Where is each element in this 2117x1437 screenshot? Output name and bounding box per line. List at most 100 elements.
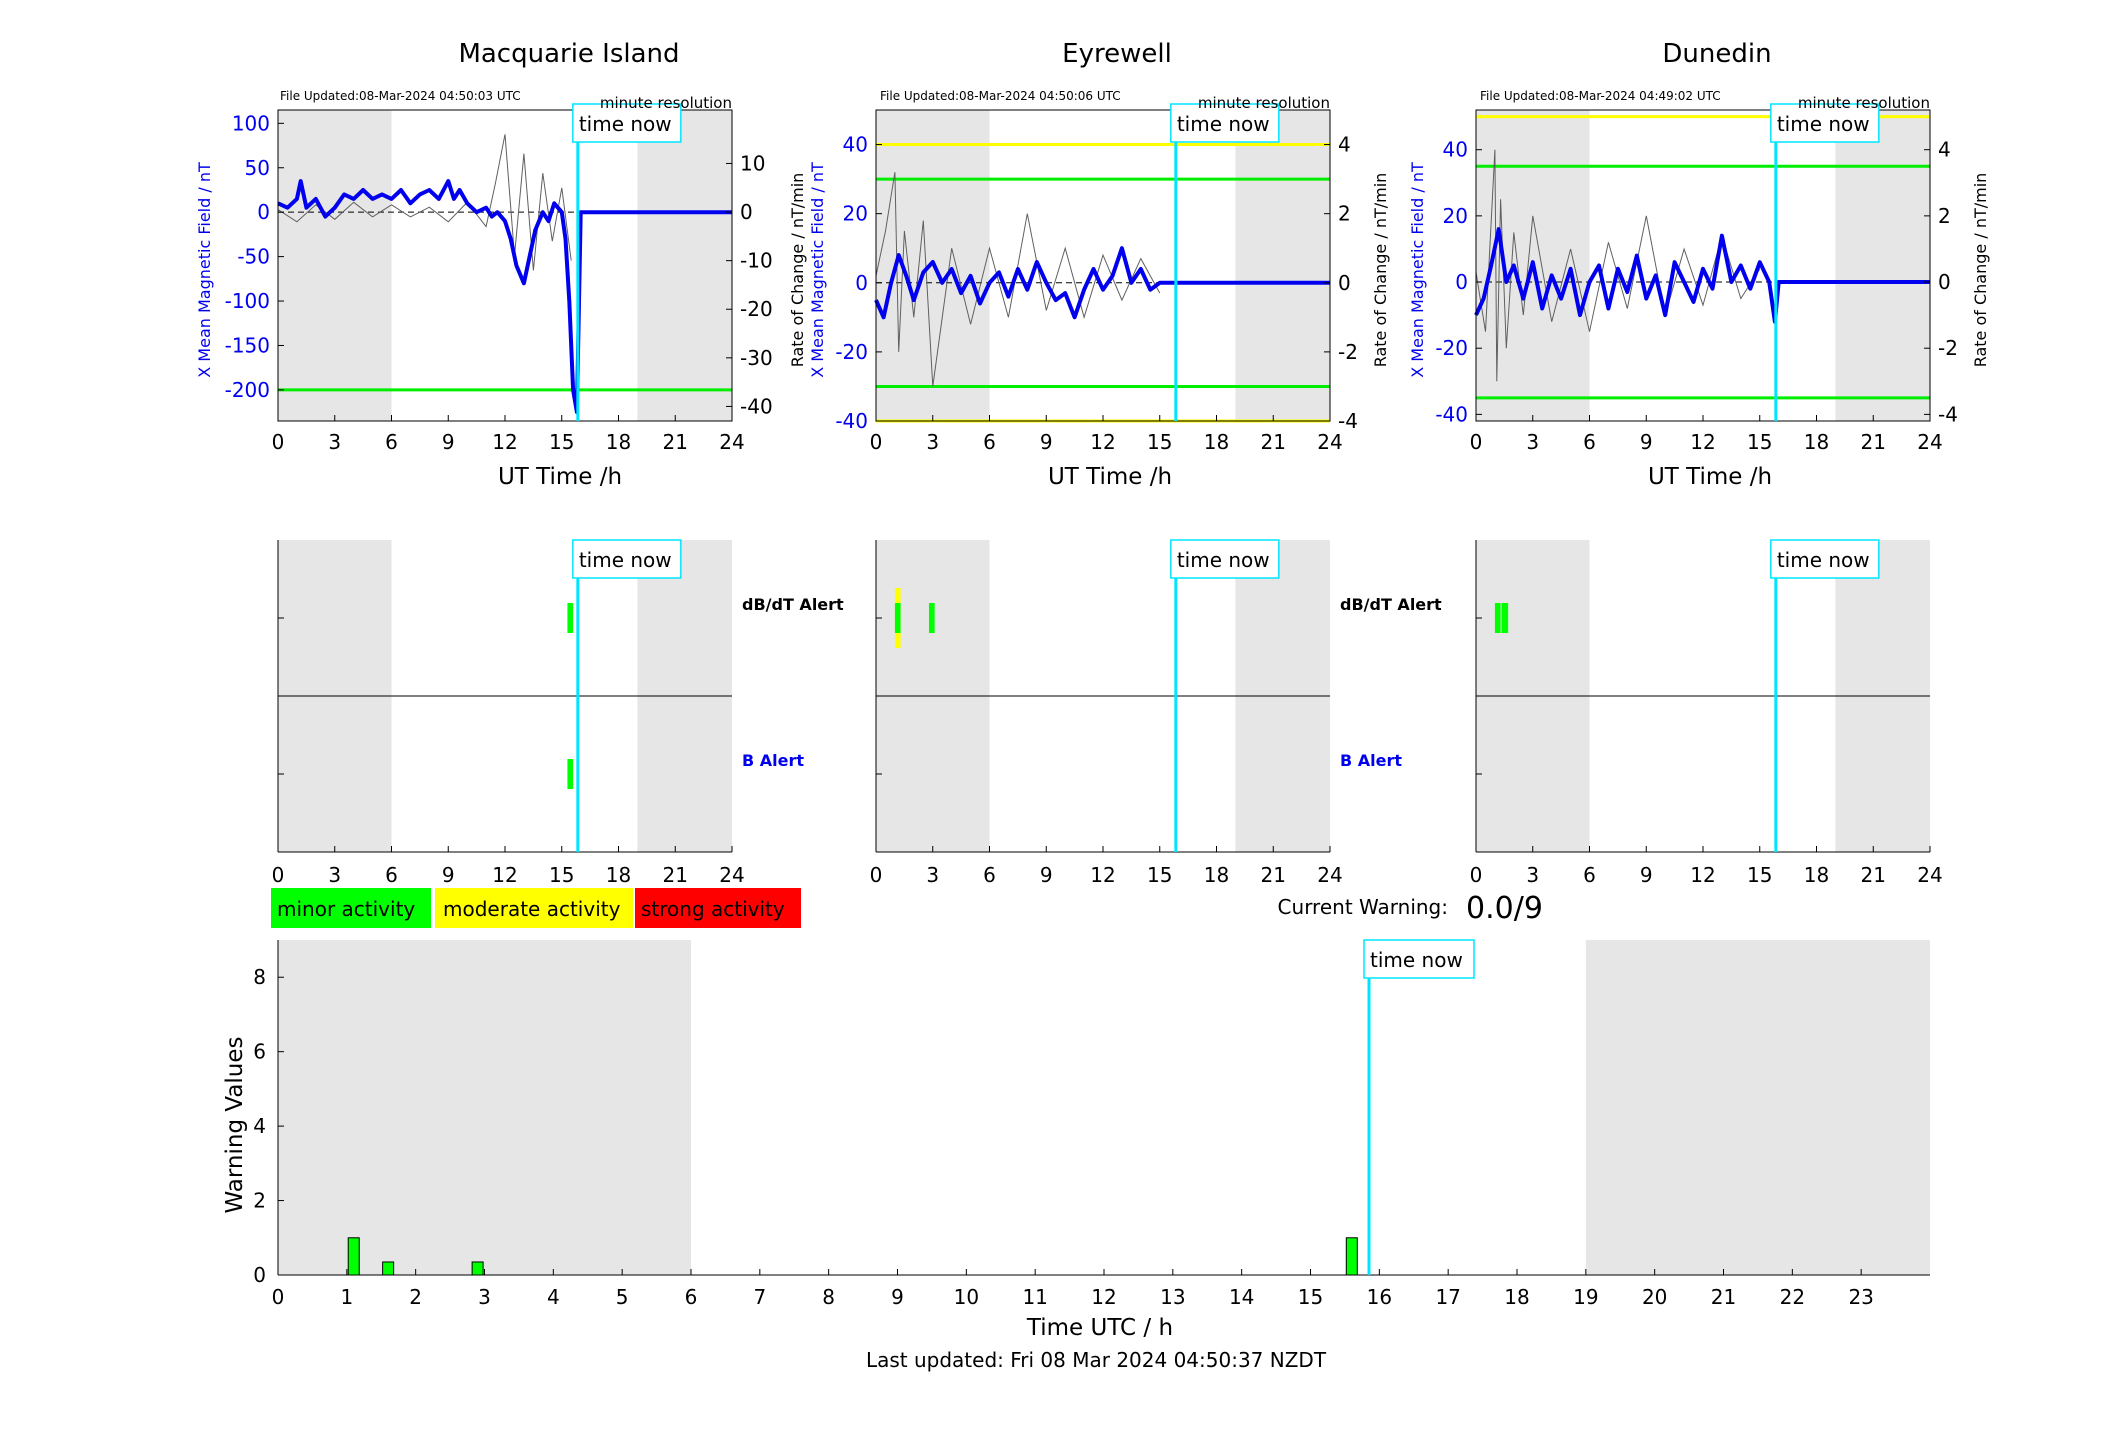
warning-plot-area: 0 1 2 3 4 5 6 7 8 9 10 11 12 13 14 15 16 17 18 19 20 21 22 2302… [253,939,1930,1309]
time-now-label: time now [579,548,672,572]
y-tick-label-right: -4 [1338,409,1358,433]
x-tick-label: 21 [1861,430,1886,454]
x-tick-label: 10 [954,1285,979,1309]
x-tick-label: 18 [606,863,631,887]
x-tick-label: 18 [1504,1285,1529,1309]
time-now-label: time now [1777,548,1870,572]
warning-bar [347,1237,360,1276]
x-tick-label: 3 [1526,863,1539,887]
x-tick-label: 12 [1690,863,1715,887]
night-shade [278,940,691,1275]
x-tick-label: 21 [1711,1285,1736,1309]
y-tick-label: 2 [253,1189,266,1213]
footer-last-updated: Last updated: Fri 08 Mar 2024 04:50:37 N… [866,1348,1327,1372]
time-now-label: time now [1177,548,1270,572]
x-tick-label: 24 [1317,863,1342,887]
y-axis-label-right: Rate of Change / nT/min [1971,173,1990,368]
warning-bar [1345,1237,1358,1276]
x-tick-label: 18 [1204,863,1229,887]
dbdt-alert-bar [894,603,901,633]
y-tick-label-left: -50 [237,245,270,269]
x-tick-label: 12 [1090,863,1115,887]
x-tick-label: 12 [1090,430,1115,454]
y-tick-label-right: -2 [1938,336,1958,360]
station-title: Dunedin [1662,39,1771,69]
x-tick-label: 4 [547,1285,560,1309]
current-warning-label: Current Warning: [1278,895,1448,919]
y-axis-label-left: X Mean Magnetic Field / nT [1408,162,1427,378]
y-tick-label-right: -30 [740,346,773,370]
warning-chart: 0 1 2 3 4 5 6 7 8 9 10 11 12 13 14 15 16 17 18 19 20 21 22 2302… [222,939,1930,1341]
y-tick-label-right: 0 [740,200,753,224]
time-now-label: time now [579,112,672,136]
magnetic-field-series [874,246,1330,320]
plot-area: 0 3 6 9 12 15 18 21 24100500-50-100-150-200100-1… [225,103,773,454]
y-tick-label-right: -40 [740,394,773,418]
y-axis-label-right: Rate of Change / nT/min [1371,173,1390,368]
y-tick-label-right: 4 [1938,138,1951,162]
y-tick-label: 4 [253,1114,266,1138]
x-tick-label: 0 [1470,430,1483,454]
x-tick-label: 0 [870,430,883,454]
x-tick-label: 24 [1317,430,1342,454]
x-tick-label: 6 [685,1285,698,1309]
y-tick-label-left: -200 [225,378,270,402]
x-tick-label: 23 [1848,1285,1873,1309]
time-now-box [1770,103,1880,143]
x-tick-label: 9 [442,430,455,454]
y-tick-label-left: 0 [1455,270,1468,294]
x-tick-label: 3 [1526,430,1539,454]
x-tick-label: 20 [1642,1285,1667,1309]
time-now-label: time now [1777,112,1870,136]
x-axis-label: UT Time /h [1048,464,1172,490]
x-tick-label: 3 [328,863,341,887]
x-tick-label: 18 [1204,430,1229,454]
time-now-box [572,539,682,579]
y-tick-label-right: 0 [1338,271,1351,295]
x-tick-label: 18 [1804,430,1829,454]
magnetic-field-series [277,179,732,415]
y-tick-label-right: 10 [740,151,765,175]
alert-panel-eyrewell: 0 3 6 9 12 15 18 21 24 time now dB/dT Alert B Ale… [870,539,1442,887]
x-tick-label: 12 [1091,1285,1116,1309]
x-tick-label: 21 [1861,863,1886,887]
x-tick-label: 24 [719,863,744,887]
dbdt-alert-label: dB/dT Alert [1340,595,1442,614]
resolution-label: minute resolution [600,94,732,112]
x-tick-label: 9 [891,1285,904,1309]
x-tick-label: 0 [870,863,883,887]
current-warning-value: 0.0/9 [1466,891,1543,926]
night-shade [1835,110,1930,421]
station-title: Eyrewell [1062,39,1172,69]
x-tick-label: 6 [983,430,996,454]
dbdt-alert-label: dB/dT Alert [742,595,844,614]
x-tick-label: 3 [926,863,939,887]
x-tick-label: 21 [663,430,688,454]
x-tick-label: 12 [492,863,517,887]
x-tick-label: 6 [385,863,398,887]
x-axis-label: UT Time /h [1648,464,1772,490]
y-tick-label-left: -20 [1435,336,1468,360]
alert-panel-dunedin: 0 3 6 9 12 15 18 21 24 time now [1470,539,1943,887]
warning-bar [471,1261,484,1276]
file-updated-label: File Updated:08-Mar-2024 04:50:03 UTC [280,89,521,103]
y-tick-label-left: -20 [835,340,868,364]
station-title: Macquarie Island [458,39,679,69]
x-tick-label: 16 [1367,1285,1392,1309]
file-updated-label: File Updated:08-Mar-2024 04:49:02 UTC [1480,89,1721,103]
x-tick-label: 12 [1690,430,1715,454]
x-tick-label: 9 [1040,430,1053,454]
alert-panel-macquarie: 0 3 6 9 12 15 18 21 24 time now dB/dT Alert B Ale… [272,539,844,887]
time-now-box [572,103,682,143]
y-axis-label-left: X Mean Magnetic Field / nT [808,162,827,378]
x-tick-label: 0 [272,1285,285,1309]
y-tick-label-left: 50 [245,156,270,180]
y-tick-label-left: -100 [225,289,270,313]
x-tick-label: 24 [1917,863,1942,887]
resolution-label: minute resolution [1198,94,1330,112]
x-tick-label: 3 [478,1285,491,1309]
x-tick-label: 24 [719,430,744,454]
dbdt-alert-bar [1501,603,1509,633]
